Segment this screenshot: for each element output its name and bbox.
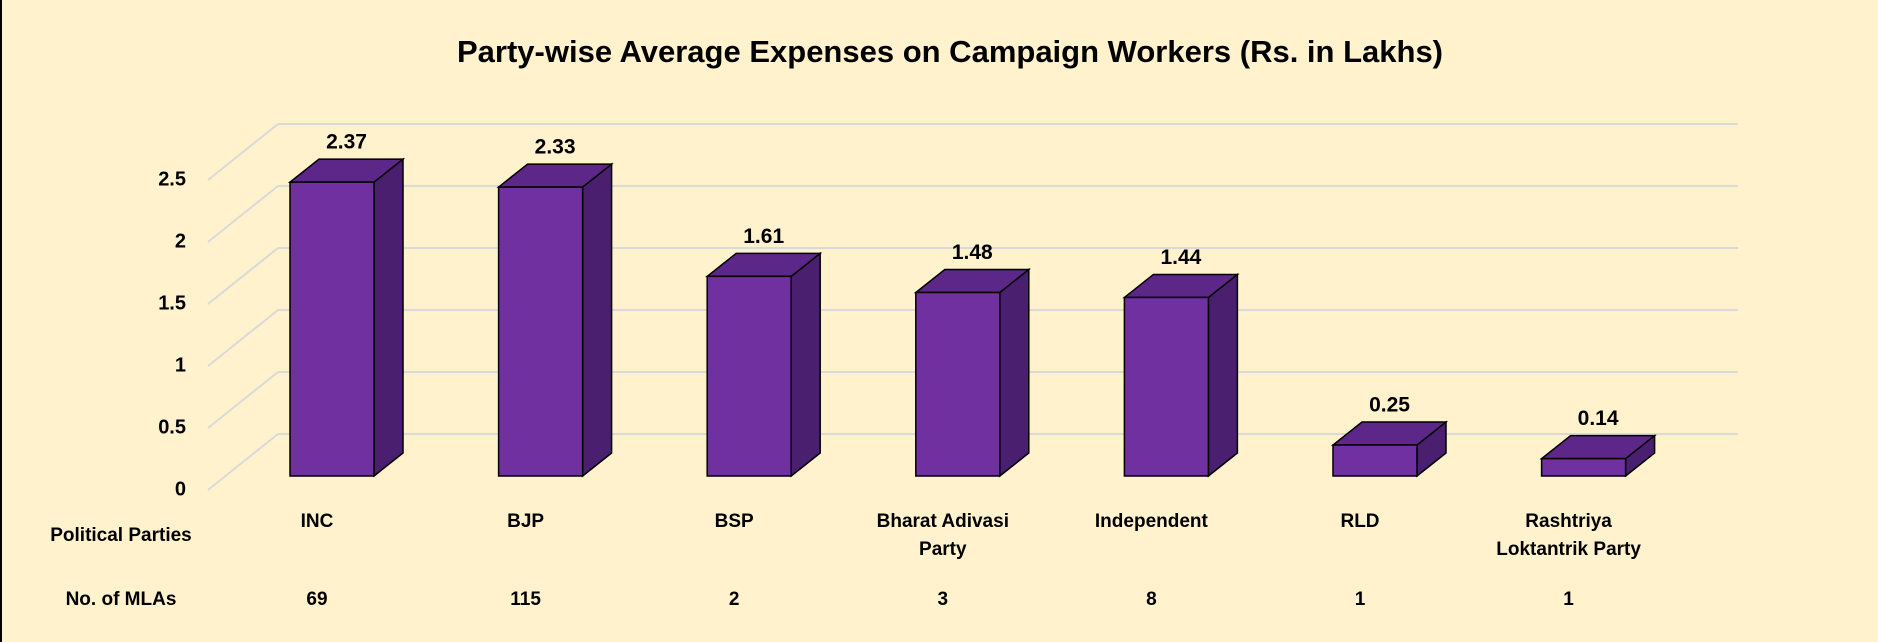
x-tick-label: Rashtriya Loktantrik Party: [1496, 511, 1641, 560]
grid-line-side: [207, 309, 279, 367]
x-tick-label: INC: [300, 511, 334, 532]
x-tick-label: Bharat Adivasi Party: [876, 511, 1009, 560]
y-tick-label: 0.5: [158, 416, 186, 438]
y-tick-label: 1: [175, 354, 186, 376]
x-tick-label: BJP: [507, 511, 545, 532]
value-label: 0.25: [1369, 394, 1410, 417]
bar: [1540, 457, 1627, 477]
value-label: 1.61: [743, 225, 784, 248]
value-label: 2.37: [326, 131, 367, 154]
y-tick-label: 0: [175, 478, 186, 500]
y-tick-label: 2: [175, 230, 186, 252]
x-tick-label: Independent: [1094, 511, 1208, 532]
mla-count: 69: [306, 589, 328, 610]
bar: [497, 186, 584, 477]
bar: [915, 291, 1001, 477]
y-tick-label: 2.5: [158, 168, 186, 190]
grid-line-side: [207, 247, 279, 305]
chart-title: Party-wise Average Expenses on Campaign …: [457, 34, 1443, 69]
bar-side: [999, 267, 1030, 478]
mla-count: 3: [937, 589, 949, 610]
mla-count: 2: [728, 589, 740, 610]
value-label: 1.44: [1160, 246, 1201, 269]
x-tick-label: BSP: [714, 511, 754, 532]
category-axis-label: Political Parties: [50, 525, 192, 546]
bar-side: [581, 162, 613, 478]
bar: [706, 275, 792, 477]
value-label: 1.48: [952, 241, 993, 264]
x-tick-label: RLD: [1340, 511, 1380, 532]
y-tick-label: 1.5: [158, 292, 186, 314]
grid-line-side: [207, 433, 279, 491]
mla-count: 8: [1146, 589, 1157, 610]
grid-line-side: [207, 185, 279, 243]
bar-side: [790, 251, 821, 478]
mla-count: 1: [1354, 589, 1366, 610]
bar: [1123, 296, 1210, 477]
grid-line-side: [207, 371, 279, 429]
bar: [1332, 444, 1418, 477]
row-label: No. of MLAs: [65, 589, 177, 610]
bar-side: [373, 157, 404, 478]
value-label: 0.14: [1578, 407, 1619, 430]
value-label: 2.33: [535, 136, 576, 159]
mla-count: 115: [510, 589, 541, 610]
mla-count: 1: [1563, 589, 1574, 610]
bar-side: [1207, 272, 1239, 478]
bar: [289, 181, 375, 477]
grid-line-side: [207, 123, 279, 181]
